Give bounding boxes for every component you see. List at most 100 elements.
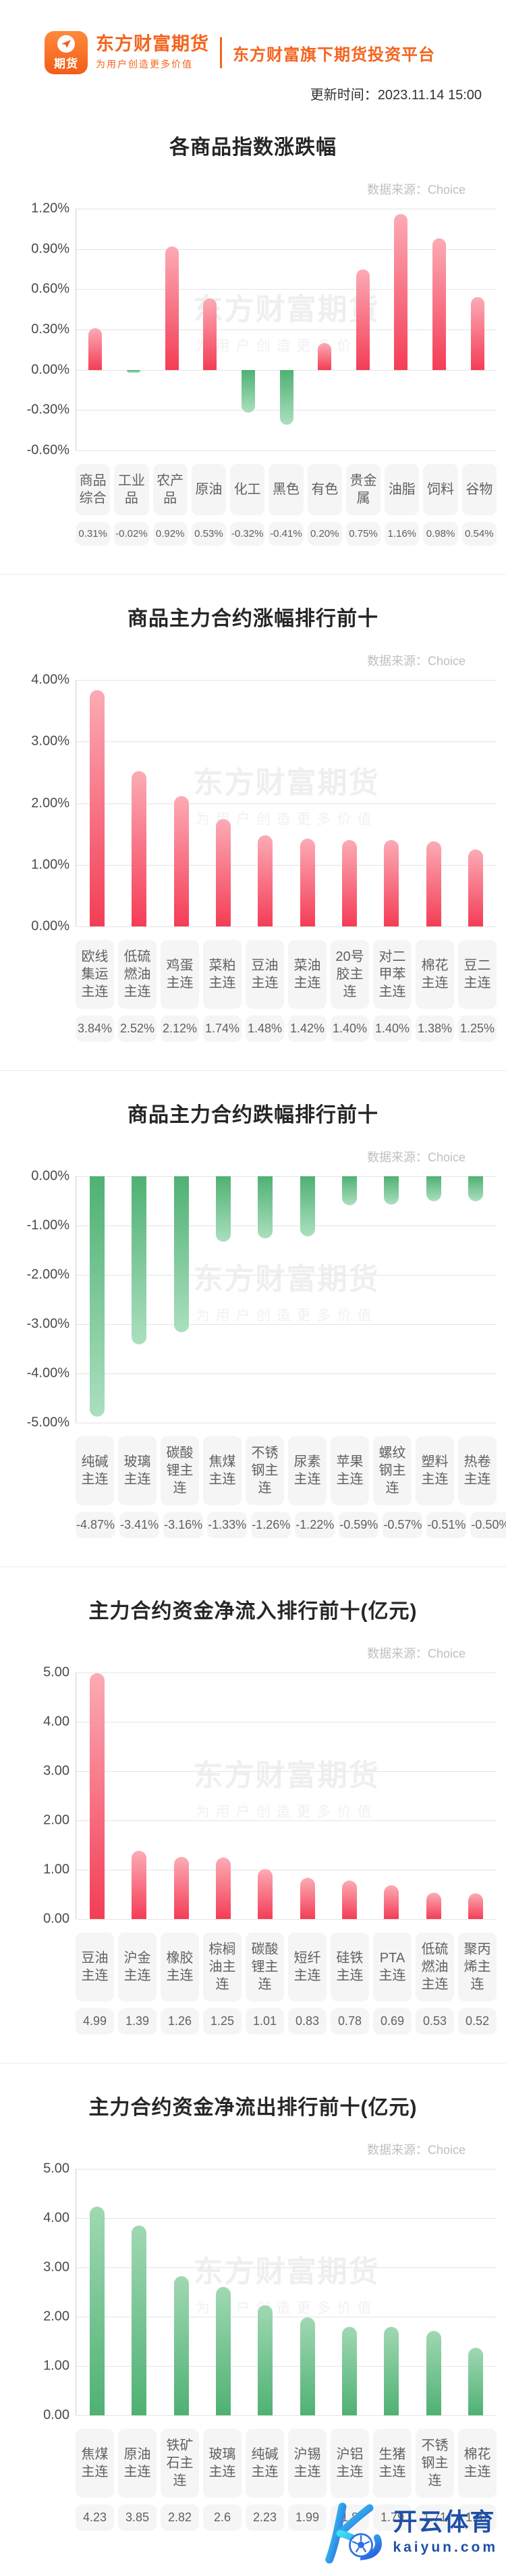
category-label: 橡胶主连 [161, 1933, 199, 2001]
y-axis-tick: 2.00 [43, 2309, 69, 2324]
bar [300, 1878, 315, 1919]
value-label: 1.99 [288, 2504, 327, 2531]
bar [468, 1176, 483, 1201]
value-label: -0.59% [339, 1512, 379, 1538]
gridline [76, 1324, 497, 1325]
bar [426, 2331, 441, 2415]
value-label: 0.53% [191, 522, 227, 546]
category-label: 贵金属 [345, 464, 381, 515]
value-label: 1.01 [246, 2008, 284, 2034]
category-label: 生猪主连 [373, 2429, 412, 2498]
gridline [76, 248, 497, 250]
bar [384, 1176, 399, 1205]
bar [468, 1893, 483, 1919]
category-label: 对二甲苯主连 [373, 940, 412, 1009]
eastmoney-futures-logo: 期货 [45, 31, 88, 74]
category-label: 菜粕主连 [203, 940, 242, 1009]
value-label-row: 4.99 1.39 1.26 1.25 1.01 0.83 0.78 0.69 0.53 0.52 [76, 2008, 497, 2034]
y-axis-tick: -4.00% [26, 1365, 69, 1381]
bar [88, 328, 103, 370]
category-label: 焦煤主连 [203, 1436, 242, 1505]
value-label-row: 3.84% 2.52% 2.12% 1.74% 1.48% 1.42% 1.40% 1.40%… [76, 1016, 497, 1042]
y-axis-tick: 5.00 [43, 1664, 69, 1680]
category-label: 20号胶主连 [331, 940, 369, 1009]
chart-title: 商品主力合约涨幅排行前十 [128, 608, 378, 630]
category-label: 饲料 [423, 464, 458, 515]
bar [173, 2276, 189, 2415]
gridline [76, 1176, 497, 1177]
platform-title: 东方财富旗下期货投资平台 [233, 45, 435, 64]
bar [341, 840, 357, 926]
bar [90, 1176, 105, 1417]
y-axis-tick: 0.30% [31, 321, 69, 337]
category-label: 碳酸锂主连 [161, 1436, 199, 1505]
gridline [76, 289, 497, 290]
y-axis-tick: 5.00 [43, 2161, 69, 2176]
value-label: 0.75% [345, 522, 381, 546]
y-axis-tick: -0.30% [26, 402, 69, 417]
value-label: 3.85 [118, 2504, 157, 2531]
gridline [76, 2267, 497, 2268]
category-label: 原油 [191, 464, 227, 515]
y-axis-tick: 1.00 [43, 2358, 69, 2373]
value-label: -4.87% [76, 1512, 116, 1538]
bar [384, 1885, 399, 1919]
value-label: 1.74% [203, 1016, 242, 1042]
chart-section-index-change: 各商品指数涨跌幅 数据来源：Choice 东方财富期货 为用户创造更多价值 1.… [0, 103, 506, 574]
bar [258, 1176, 273, 1238]
bar [90, 689, 105, 926]
category-label: 螺纹钢主连 [373, 1436, 412, 1505]
value-label: 0.69 [373, 2008, 412, 2034]
category-label: 碳酸锂主连 [246, 1933, 284, 2001]
paper-plane-icon [57, 34, 75, 53]
category-label: 不锈钢主连 [246, 1436, 284, 1505]
gridline [76, 1373, 497, 1374]
gridline [76, 1275, 497, 1276]
y-axis-tick: -0.60% [26, 442, 69, 458]
kaiyun-footer-logo[interactable]: 开云体育 kaiyun.com [321, 2502, 498, 2564]
y-axis-tick: -2.00% [26, 1267, 69, 1282]
category-label: 工业品 [114, 464, 149, 515]
category-label: 原油主连 [118, 2429, 157, 2498]
brand-divider [220, 37, 222, 68]
value-label: -1.22% [295, 1512, 335, 1538]
value-label: 1.38% [416, 1016, 454, 1042]
value-label: 4.99 [76, 2008, 114, 2034]
bar [132, 1850, 147, 1919]
category-label: 玻璃主连 [203, 2429, 242, 2498]
category-label: 商品综合 [76, 464, 111, 515]
y-axis-tick: 0.00% [31, 918, 69, 934]
value-label: 0.31% [76, 522, 111, 546]
y-axis-tick: 0.00% [31, 362, 69, 377]
bar [90, 2207, 105, 2415]
category-label: 苹果主连 [331, 1436, 369, 1505]
y-axis-tick: -5.00% [26, 1415, 69, 1430]
bar [258, 1869, 273, 1919]
bar [132, 1176, 147, 1344]
value-label: 1.26 [161, 2008, 199, 2034]
category-label: 纯碱主连 [246, 2429, 284, 2498]
category-label: 欧线集运主连 [76, 940, 114, 1009]
value-label: -3.16% [163, 1512, 204, 1538]
bar [341, 1881, 357, 1919]
data-source-label: 数据来源：Choice [366, 1151, 466, 1164]
y-axis-tick: 3.00 [43, 2259, 69, 2275]
y-axis-tick: 1.20% [31, 201, 69, 216]
bar [384, 2327, 399, 2415]
bar [173, 1857, 189, 1919]
bar [165, 246, 179, 370]
category-label: 化工 [230, 464, 265, 515]
bar [356, 269, 370, 370]
chart-plot: 东方财富期货 为用户创造更多价值 4.00% 3.00% 2.00% 1.00% 0.0… [31, 673, 497, 934]
category-label: 铁矿石主连 [161, 2429, 199, 2498]
category-label: 玻璃主连 [118, 1436, 157, 1505]
value-label: 1.40% [331, 1016, 369, 1042]
category-label: 沪金主连 [118, 1933, 157, 2001]
value-label: 1.37 [458, 2504, 497, 2531]
gridline [76, 864, 497, 866]
kaiyun-k-icon [325, 2502, 383, 2564]
logo-badge-text: 期货 [54, 57, 78, 70]
gridline [76, 450, 497, 451]
value-label: 4.23 [76, 2504, 114, 2531]
chart-section-money-inflow: 主力合约资金净流入排行前十(亿元) 数据来源：Choice 东方财富期货 为用户… [0, 1567, 506, 2063]
